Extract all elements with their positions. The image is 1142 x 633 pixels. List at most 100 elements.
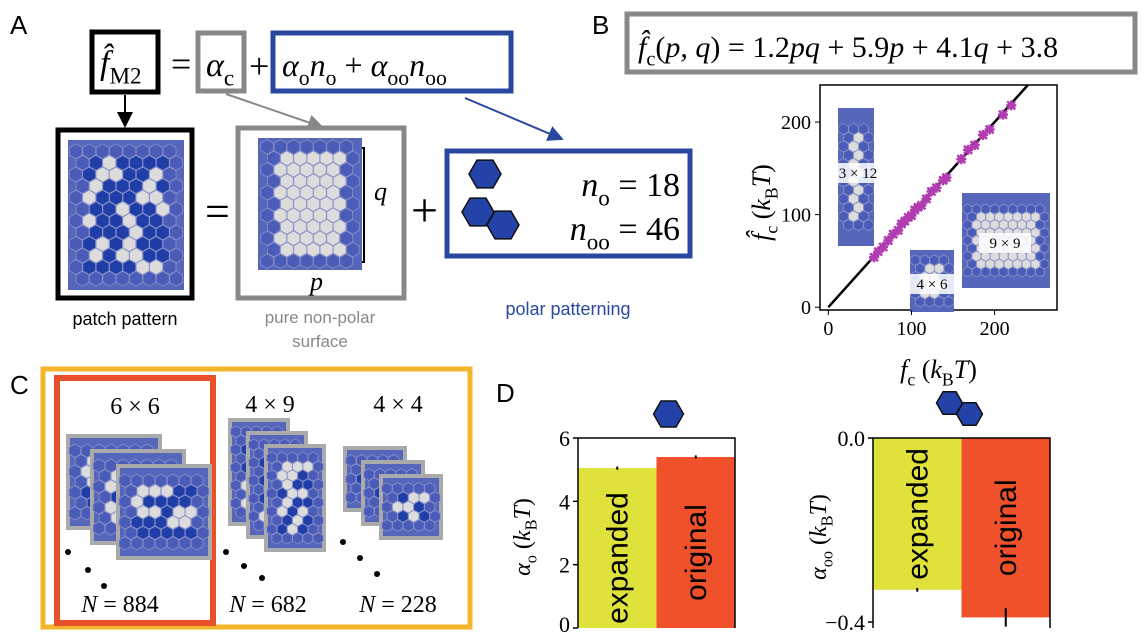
operator: = xyxy=(205,187,230,236)
hex-cell xyxy=(287,254,300,269)
hex-cell xyxy=(414,520,424,532)
math-text: noo = 46 xyxy=(570,211,680,256)
math-text: αoo (kBT) xyxy=(806,494,837,580)
inset-label: 3 × 12 xyxy=(839,166,877,182)
hex-cell xyxy=(293,533,303,545)
hex-cell xyxy=(425,520,435,532)
y-tick-label: 4 xyxy=(559,489,570,514)
math-part: k xyxy=(806,526,832,537)
operator: = xyxy=(171,44,191,84)
panel-label: B xyxy=(592,10,609,40)
ellipsis-dot xyxy=(357,555,363,561)
math-part: ( xyxy=(655,31,665,64)
math-part: ( xyxy=(510,541,536,555)
math-part: = 228 xyxy=(375,592,437,618)
hex-cell xyxy=(143,537,155,551)
bar-label: expanded xyxy=(901,448,934,580)
page: { "panel_labels": ["A", "B", "C", "D"], … xyxy=(0,0,1142,633)
hex-cell xyxy=(155,537,167,551)
math-part: c xyxy=(907,369,915,389)
point xyxy=(1006,100,1016,110)
point xyxy=(921,194,931,204)
hex-cell xyxy=(69,507,81,521)
caption: polar patterning xyxy=(505,299,630,319)
hex-cell xyxy=(393,520,403,532)
y-tick-label: 200 xyxy=(781,112,811,134)
ellipsis-dot xyxy=(223,549,229,555)
math-part: α xyxy=(510,563,536,576)
hex-cell xyxy=(274,254,287,269)
hex-cell xyxy=(313,533,323,545)
hex-cell xyxy=(925,296,934,307)
hex-cell xyxy=(1036,267,1045,277)
math-part: k xyxy=(510,530,536,541)
math-part: oo xyxy=(587,230,610,256)
panel-label: A xyxy=(10,10,28,40)
math-part: α xyxy=(206,47,225,84)
math-text: αo (kBT) xyxy=(510,498,541,576)
y-tick-label: 6 xyxy=(559,426,570,451)
hex-cell xyxy=(1008,267,1017,277)
hex-cell xyxy=(999,267,1008,277)
hex-cell xyxy=(167,537,179,551)
hex-cell xyxy=(972,267,981,277)
math-part: + 3.8 xyxy=(989,31,1058,64)
hex-pattern xyxy=(266,446,324,550)
math-part: = 46 xyxy=(610,211,680,248)
math-part: α xyxy=(371,47,389,83)
hex-cell xyxy=(236,507,246,519)
operator: + xyxy=(411,184,438,237)
math-text: N = 682 xyxy=(228,592,307,618)
hex-cell xyxy=(346,492,356,504)
math-part: ( xyxy=(806,537,832,551)
math-part: ) = 1.2 xyxy=(710,31,789,64)
hex-cell xyxy=(981,267,990,277)
p-label: p xyxy=(308,267,323,296)
point xyxy=(956,154,966,164)
hex-cell xyxy=(854,219,864,230)
panel-label: D xyxy=(496,378,515,408)
hex-pattern xyxy=(68,140,184,290)
math-part: n xyxy=(409,47,425,83)
hex-cell xyxy=(272,533,282,545)
hex-cell xyxy=(89,271,102,286)
caption: surface xyxy=(292,332,348,351)
hex-cell xyxy=(944,296,953,307)
operator: + xyxy=(249,46,269,86)
panel-label: C xyxy=(10,370,29,400)
math-part: c xyxy=(646,48,655,70)
ellipsis-dot xyxy=(374,571,380,577)
math-part: c xyxy=(224,66,234,92)
hex-cell xyxy=(340,254,353,269)
ellipsis-dot xyxy=(241,563,247,569)
math-part: k xyxy=(930,355,942,384)
hex-cell xyxy=(254,520,264,532)
hex-cell xyxy=(382,520,392,532)
size-label: 4 × 4 xyxy=(373,392,423,418)
math-part: o xyxy=(522,555,541,563)
y-tick-label: 0.0 xyxy=(838,426,866,451)
hex-cell xyxy=(990,267,999,277)
math-part: o xyxy=(598,186,610,212)
math-part: o xyxy=(326,66,337,90)
point xyxy=(941,173,951,183)
math-part: = 884 xyxy=(97,592,159,618)
math-part: p, q xyxy=(663,31,710,64)
math-part: ( xyxy=(915,355,930,384)
hex-cell xyxy=(131,537,143,551)
hex-cell xyxy=(864,219,874,230)
caption: pure non-polar xyxy=(265,308,376,327)
hex-cell xyxy=(93,522,105,536)
hex-cell xyxy=(105,522,117,536)
hex-cell xyxy=(300,254,313,269)
math-part: oo xyxy=(818,551,837,567)
hex-cell xyxy=(76,271,89,286)
bar-label: original xyxy=(680,504,713,601)
math-part: ) xyxy=(747,164,776,173)
math-part: α xyxy=(806,567,832,580)
math-part: o xyxy=(299,66,310,90)
arrow xyxy=(465,98,562,139)
y-tick-label: −0.4 xyxy=(825,610,865,633)
ellipsis-dot xyxy=(85,567,91,573)
hex-icon xyxy=(957,403,983,426)
